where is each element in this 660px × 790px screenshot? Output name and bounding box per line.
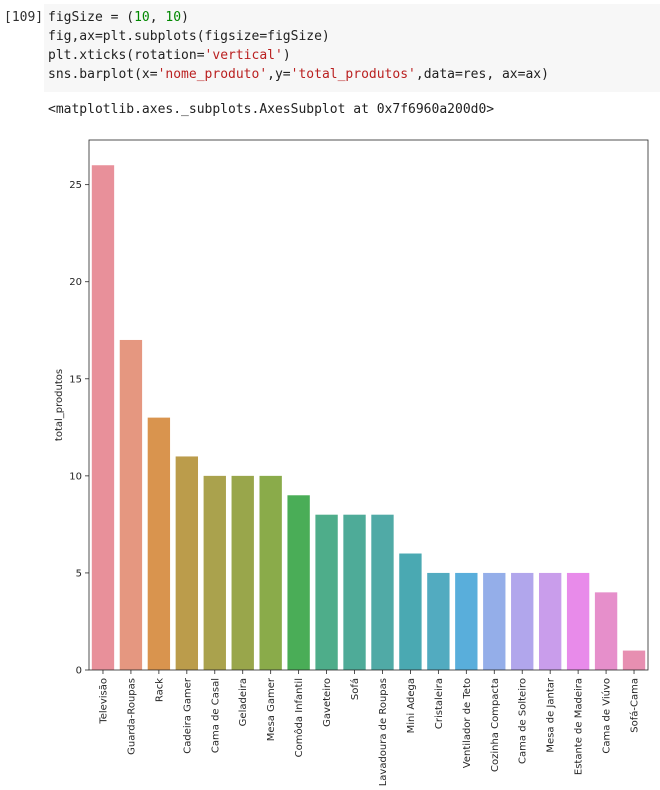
x-tick-label: Mesa Gamer [266, 677, 277, 741]
y-tick-label: 10 [69, 471, 82, 482]
x-tick-label: Sofá [349, 678, 361, 700]
x-tick-label: Ventilador de Teto [462, 678, 473, 768]
y-tick-label: 0 [76, 666, 82, 677]
bar [371, 514, 394, 670]
bar [455, 572, 478, 670]
x-tick-label: Geladeira [238, 678, 249, 726]
bar [538, 572, 562, 670]
code-editor[interactable] [44, 4, 660, 92]
x-tick-label: Cama de Solteiro [518, 678, 529, 764]
plot-frame [88, 139, 649, 671]
x-tick-label: Lavadoura de Roupas [378, 678, 389, 786]
code-token: 'vertical' [204, 48, 283, 63]
x-tick-label: Cadeira Gamer [182, 677, 193, 754]
bar [119, 339, 143, 670]
x-tick-label: Comôda Infantil [293, 678, 305, 757]
bar [399, 553, 422, 670]
x-tick-label: Cama de Viúvo [601, 678, 613, 754]
bar-chart: 0 5 10 15 20 25 Televisão Guarda-Roupas Rack Cade… [54, 139, 649, 786]
code-token: ) [181, 10, 189, 25]
x-tick-label: Cristaleira [434, 678, 445, 729]
cell-output-text: <matplotlib.axes._subplots.AxesSubplot a… [48, 102, 495, 117]
bar [343, 514, 366, 670]
bar [259, 475, 282, 670]
bar [427, 572, 450, 670]
code-token: 'total_produtos' [290, 67, 416, 82]
x-tick-label: Rack [154, 678, 165, 702]
bar [622, 650, 646, 670]
code-token: ,data=res, ax=ax) [415, 67, 549, 82]
x-tick-label: Mini Adega [406, 678, 417, 733]
code-token: 'nome_produto' [157, 67, 268, 82]
code-token: ,y= [267, 67, 291, 82]
x-tick-label: Sofá-Cama [629, 678, 641, 733]
bar [483, 572, 506, 670]
code-token: figSize = ( [48, 10, 135, 25]
code-text[interactable]: figSize = (10, 10) fig,ax=plt.subplots(f… [48, 8, 549, 84]
bar [175, 456, 199, 670]
x-tick-label: Televisão [98, 678, 109, 725]
x-tick-label: Estante de Madeira [574, 678, 585, 775]
x-tick-label: Guarda-Roupas [126, 678, 137, 755]
bar [315, 514, 338, 670]
bar [511, 572, 534, 670]
cell-prompt: [109] [4, 10, 44, 25]
code-token: 10 [134, 10, 150, 25]
code-token: ) [282, 48, 291, 63]
code-token: sns.barplot(x= [48, 67, 158, 82]
x-tick-label: Cama de Casal [210, 678, 221, 753]
bar [287, 495, 310, 670]
x-tick-label: Mesa de Jantar [546, 677, 557, 752]
x-tick-label: Cozinha Compacta [490, 678, 501, 772]
notebook-cell: [109] figSize = (10, 10) fig,ax=plt.subp… [0, 0, 660, 96]
y-axis-label: total_produtos [54, 369, 65, 441]
bar [594, 592, 618, 670]
code-token: , [149, 10, 166, 25]
bar [147, 417, 171, 670]
y-tick-label: 15 [69, 374, 82, 385]
bar [203, 475, 226, 670]
x-tick-label: Gaveteiro [322, 678, 333, 727]
code-token: 10 [165, 10, 182, 25]
bar [566, 572, 590, 670]
code-token: plt.xticks(rotation= [48, 48, 205, 63]
y-tick-label: 20 [69, 277, 82, 288]
y-tick-label: 25 [69, 180, 82, 191]
bar [231, 475, 254, 670]
y-tick-label: 5 [76, 568, 82, 579]
bar [91, 165, 115, 670]
code-token: fig,ax=plt.subplots(figsize=figSize) [48, 29, 330, 44]
